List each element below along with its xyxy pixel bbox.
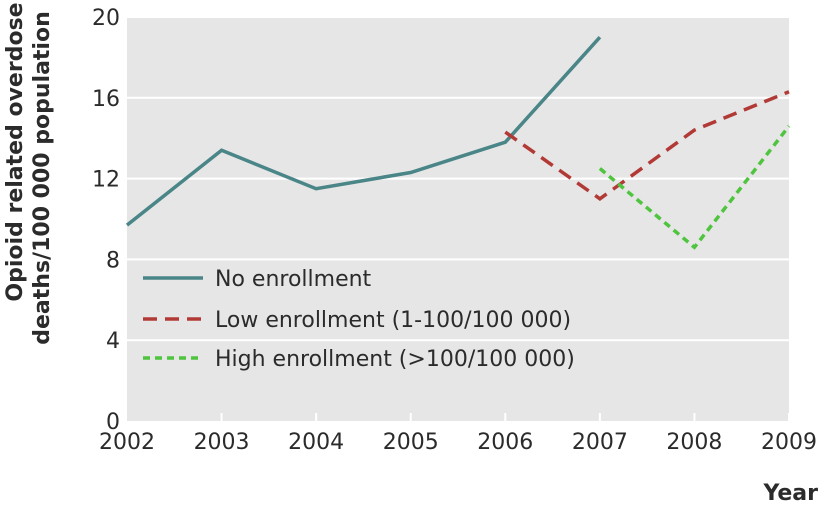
y-tick-label: 4: [106, 329, 120, 354]
x-tick-label: 2002: [99, 430, 155, 455]
y-tick-label: 12: [92, 168, 120, 193]
x-tick-label: 2009: [761, 430, 817, 455]
y-tick-label: 16: [92, 87, 120, 112]
y-axis-title-line1: Opioid related overdose: [3, 2, 28, 301]
x-tick-label: 2003: [194, 430, 250, 455]
y-tick-label: 20: [92, 6, 120, 31]
series-line-1: [125, 36, 602, 227]
plot-background: [127, 17, 789, 421]
x-tick-label: 2005: [383, 430, 439, 455]
x-tick-label: 2008: [666, 430, 722, 455]
x-axis-tick-labels: 2002 2003 2004 2005 2006 2007 2008 2009: [99, 430, 817, 455]
legend: No enrollment Low enrollment (1-100/100 0…: [143, 267, 575, 372]
y-tick-label: 8: [106, 248, 120, 273]
y-tick-label: 0: [106, 410, 120, 435]
y-axis-title-line2: deaths/100 000 population: [30, 11, 55, 344]
gridlines: [127, 16, 789, 342]
x-axis-title: Year: [762, 481, 818, 506]
series-line-2: [504, 90, 790, 201]
y-axis-tick-labels: 0 4 8 12 16 20: [92, 6, 120, 435]
x-tick-label: 2007: [572, 430, 628, 455]
series-lines: [125, 36, 791, 250]
legend-label: Low enrollment (1-100/100 000): [215, 308, 571, 333]
x-axis-ticks: [220, 413, 790, 422]
legend-label: No enrollment: [215, 267, 372, 292]
x-tick-label: 2004: [288, 430, 344, 455]
series-line-3: [598, 125, 791, 250]
x-tick-label: 2006: [477, 430, 533, 455]
legend-label: High enrollment (>100/100 000): [215, 347, 575, 372]
